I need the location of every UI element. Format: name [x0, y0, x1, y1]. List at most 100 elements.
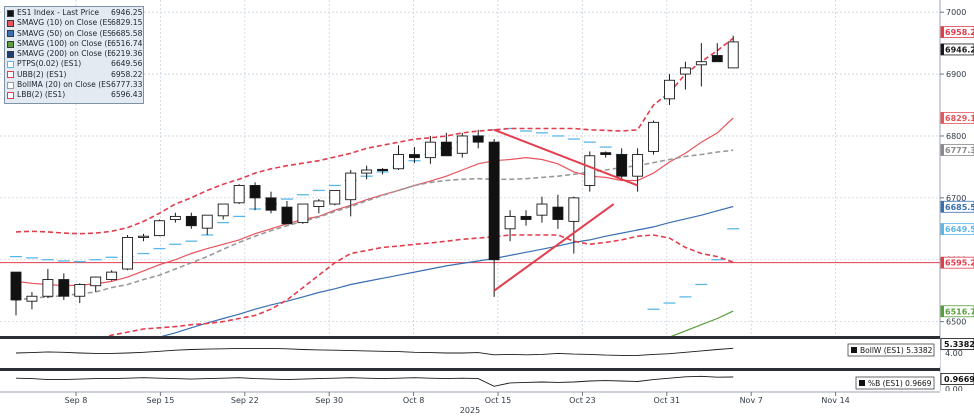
legend-value: 6946.25: [111, 8, 143, 17]
x-tick-label: Sep 8: [65, 396, 88, 405]
lower-tick-label: 4.00: [945, 349, 963, 358]
value-tag-marker: [941, 26, 944, 38]
candle-up: [648, 121, 659, 152]
candle-down: [520, 215, 532, 220]
candle-down: [58, 279, 70, 297]
trend-lines: [493, 128, 638, 292]
value-tag-label: 6685.58: [945, 203, 974, 212]
x-tick-label: Oct 8: [403, 396, 424, 405]
candle-down: [488, 141, 500, 261]
legend-entry: SMAVG (100) on Close (ES1)6516.74: [7, 38, 143, 49]
legend-entry: SMAVG (50) on Close (ES1) 6685.58: [7, 28, 143, 39]
legend-value: 6777.33: [111, 80, 143, 90]
lower-panel-line: [15, 347, 734, 356]
value-tag-label: 6946.25: [945, 45, 974, 54]
legend-value: 6829.15: [111, 18, 143, 28]
legend-entry: SMAVG (200) on Close (ES1)6219.36: [7, 49, 143, 59]
legend-label: SMAVG (100) on Close (ES1): [17, 38, 111, 48]
candle-up: [456, 135, 468, 154]
candlesticks: [10, 35, 739, 316]
candle-up: [679, 67, 691, 75]
x-tick-label: Sep 15: [146, 396, 174, 405]
candle-up: [568, 197, 580, 222]
series-line-6: [15, 37, 734, 235]
last-value-tags: 6958.22 6946.25 6829.15 6777.33 6685.58 6649.…: [940, 26, 974, 318]
lower-panel-legend-swatch: [859, 380, 865, 386]
candle-down: [711, 55, 723, 63]
candle-up: [695, 61, 707, 66]
legend-value: 6219.36: [111, 49, 143, 59]
legend-label: UBB(2) (ES1): [17, 69, 67, 79]
candle-down: [377, 168, 389, 172]
series-line-1: [15, 117, 734, 287]
legend-swatch: [7, 40, 14, 48]
candle-up: [361, 169, 373, 174]
value-tag-marker: [941, 201, 944, 213]
legend-swatch: [7, 71, 14, 79]
lower-panel-legend-box: [847, 343, 935, 357]
legend-label: LBB(2) (ES1): [17, 90, 66, 100]
candle-up: [138, 235, 149, 238]
value-tag-label: 6777.33: [945, 146, 974, 155]
candle-down: [409, 154, 420, 159]
candle-up: [74, 284, 86, 297]
x-tick-label: Oct 23: [569, 396, 596, 405]
candle-up: [201, 214, 213, 229]
candle-up: [42, 279, 54, 297]
legend-label: PTPS(0.02) (ES1): [17, 59, 82, 69]
candle-up: [345, 172, 357, 201]
trend-line: [493, 203, 615, 292]
candle-up: [424, 141, 436, 159]
value-tag-label: 6958.22: [945, 28, 974, 37]
series-line-2: [159, 205, 734, 338]
legend-value: 6958.22: [111, 69, 143, 79]
value-tag-label: 6649.56: [945, 225, 974, 234]
candle-down: [10, 271, 22, 301]
lower-panel-background: [0, 372, 940, 391]
value-tag-marker: [941, 43, 944, 55]
legend-swatch: [7, 50, 14, 58]
date-axis: Sep 8 Sep 15 Sep 22 Sep 30 Oct 8 Oct 15 Oct 23…: [0, 391, 974, 417]
candle-up: [233, 185, 245, 204]
legend-entry: ES1 Index - Last Price 6946.25: [7, 8, 143, 18]
y-tick-label: 7000: [946, 8, 966, 17]
legend-swatch: [7, 9, 14, 17]
y-tick-label: 6900: [946, 70, 966, 79]
candle-down: [472, 135, 484, 143]
y-tick-label: 6500: [946, 318, 966, 327]
lower-value-tag-label: 0.9669: [944, 375, 974, 384]
candle-up: [664, 79, 675, 100]
legend-value: 6685.58: [111, 28, 143, 38]
candle-up: [26, 295, 38, 302]
legend-value: 6516.74: [111, 38, 143, 48]
candle-down: [440, 141, 452, 157]
legend-label: BollMA (20) on Close (ES1): [17, 80, 111, 90]
candle-down: [616, 154, 628, 177]
candle-down: [281, 206, 293, 225]
candle-down: [249, 185, 261, 199]
lower-value-tag-label: 5.3382: [944, 340, 974, 349]
candle-down: [552, 206, 564, 220]
x-axis-background: [0, 391, 974, 417]
candle-up: [153, 220, 165, 237]
candle-down: [185, 215, 197, 227]
x-tick-label: Nov 7: [740, 396, 763, 405]
candle-up: [297, 203, 309, 224]
candle-up: [90, 276, 102, 287]
y-tick-label: 6800: [946, 132, 966, 141]
legend-label: SMAVG (50) on Close (ES1): [17, 28, 111, 38]
x-tick-label: Oct 15: [485, 396, 512, 405]
lower-tick-label: 0.00: [945, 385, 963, 394]
trend-line: [493, 128, 638, 187]
candle-up: [504, 215, 516, 230]
candle-up: [313, 200, 325, 207]
legend-entry: UBB(2) (ES1) 6958.22: [7, 69, 143, 80]
legend-swatch: [7, 81, 14, 89]
legend-value: 6649.56: [111, 59, 143, 69]
legend-swatch: [7, 61, 14, 69]
legend-swatch: [7, 19, 14, 27]
lower-value-tag-box: [940, 338, 974, 350]
indicator-lines: [10, 37, 740, 360]
legend-swatch: [7, 92, 14, 100]
candle-up: [632, 154, 644, 177]
